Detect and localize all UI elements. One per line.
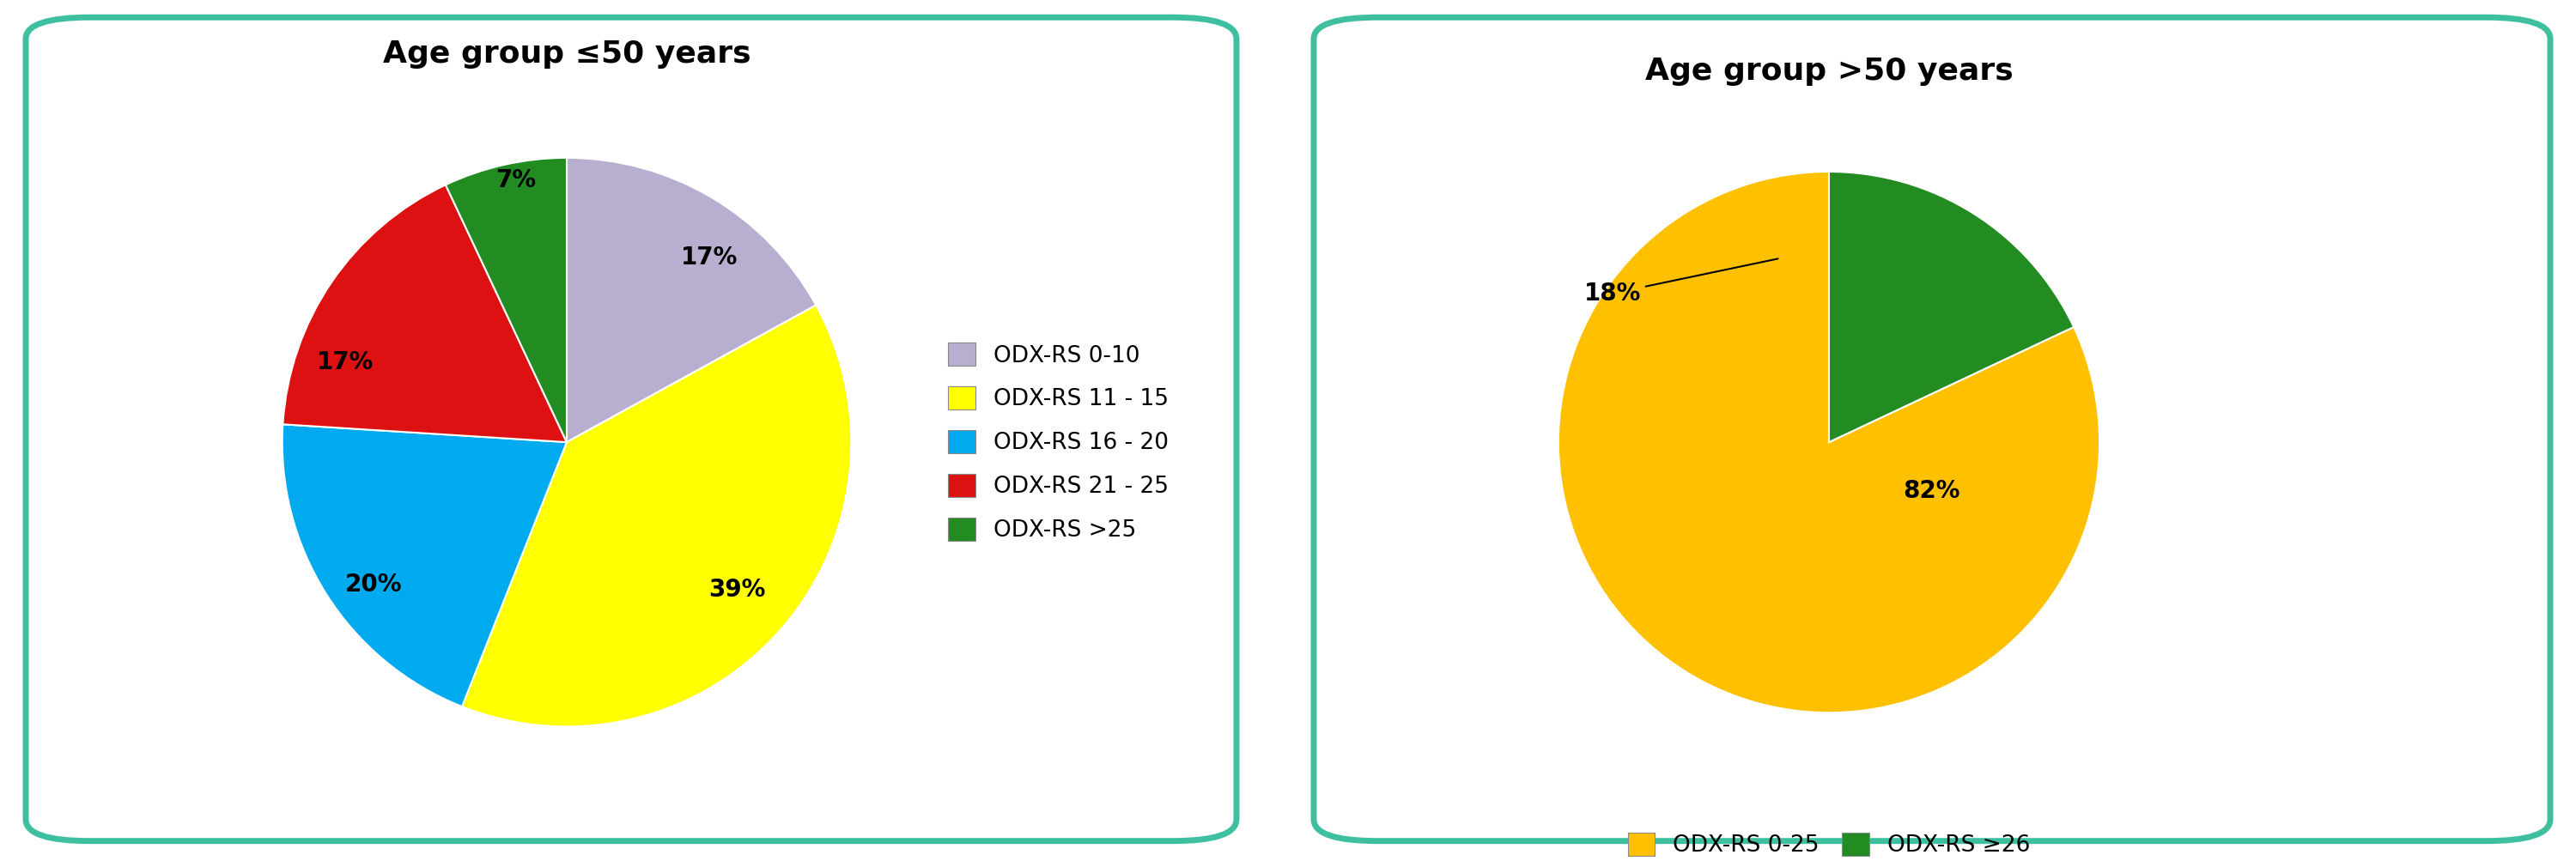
- Legend: ODX-RS 0-10, ODX-RS 11 - 15, ODX-RS 16 - 20, ODX-RS 21 - 25, ODX-RS >25: ODX-RS 0-10, ODX-RS 11 - 15, ODX-RS 16 -…: [948, 342, 1170, 542]
- Wedge shape: [283, 424, 567, 707]
- Text: 20%: 20%: [345, 572, 402, 596]
- Text: 7%: 7%: [495, 168, 536, 192]
- Text: 17%: 17%: [317, 350, 374, 375]
- Title: Age group >50 years: Age group >50 years: [1646, 57, 2012, 86]
- Text: 82%: 82%: [1904, 479, 1960, 503]
- Legend: ODX-RS 0-25, ODX-RS ≥26: ODX-RS 0-25, ODX-RS ≥26: [1628, 832, 2030, 857]
- Text: 17%: 17%: [680, 245, 737, 270]
- Wedge shape: [446, 158, 567, 442]
- Wedge shape: [567, 158, 817, 442]
- Wedge shape: [1829, 172, 2074, 442]
- Text: 18%: 18%: [1584, 258, 1777, 305]
- Wedge shape: [461, 305, 850, 727]
- Title: Age group ≤50 years: Age group ≤50 years: [384, 40, 750, 68]
- Wedge shape: [283, 185, 567, 442]
- Text: 39%: 39%: [708, 578, 765, 602]
- Wedge shape: [1558, 172, 2099, 713]
